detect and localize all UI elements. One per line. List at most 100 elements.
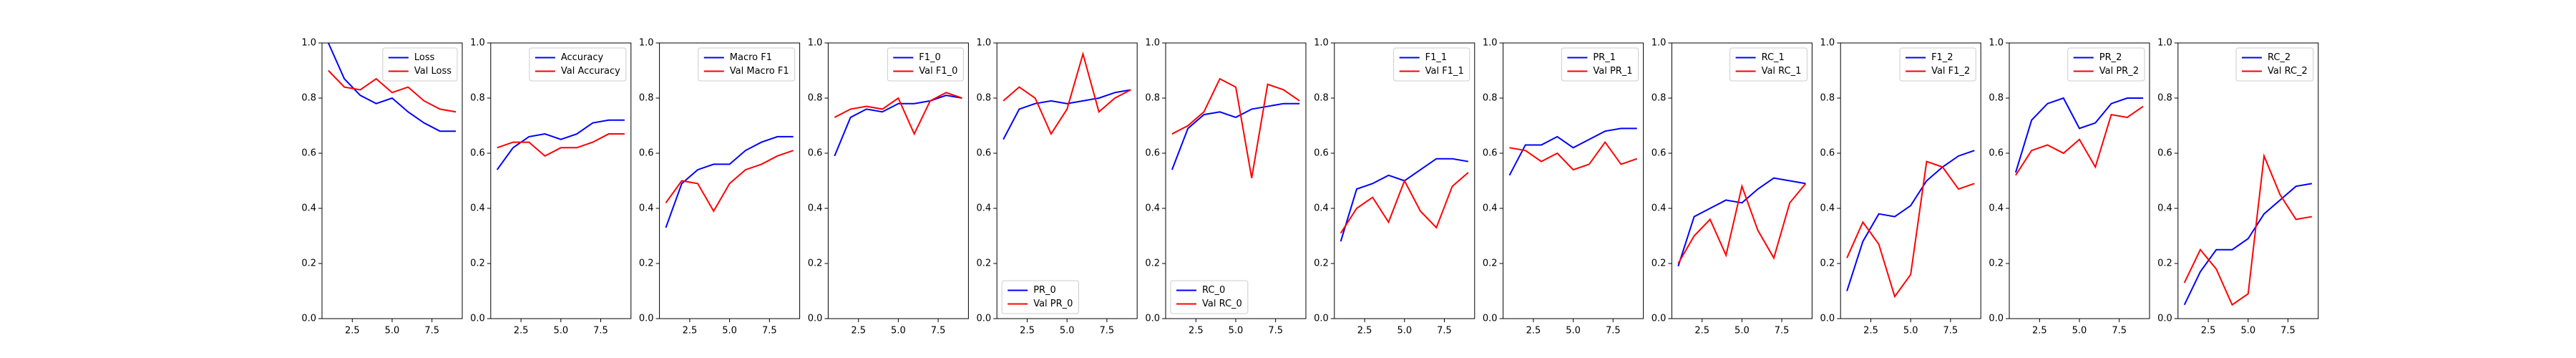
x-tick-label: 5.0	[1229, 326, 1244, 337]
y-tick-label: 1.0	[470, 38, 485, 49]
y-tick-label: 0.2	[1314, 258, 1329, 269]
legend: PR_1 Val PR_1	[1561, 47, 1639, 82]
y-tick-label: 0.2	[2157, 258, 2172, 269]
legend-label: Val Macro F1	[730, 66, 789, 77]
y-tick-label: 1.0	[1820, 38, 1835, 49]
subplot: 0.0 0.2 0.4 0.6 0.8 1.0 2.5 5.0 7.5 PR_1 Val PR_1	[1483, 38, 1644, 337]
y-tick-label: 0.4	[808, 203, 823, 214]
y-tick-label: 0.0	[301, 314, 316, 324]
legend-label: PR_2	[2099, 52, 2122, 63]
legend-box	[1393, 47, 1470, 82]
legend-label: Val PR_2	[2099, 66, 2139, 77]
legend-label: Val PR_0	[1033, 299, 1073, 309]
series-line	[1171, 77, 1300, 178]
x-tick-label: 5.0	[891, 326, 906, 337]
y-tick-label: 0.0	[2157, 314, 2172, 324]
x-tick-label: 2.5	[851, 326, 866, 337]
axes-frame	[1671, 42, 1813, 319]
y-tick-label: 0.8	[301, 93, 316, 104]
x-tick-label: 5.0	[1735, 326, 1750, 337]
legend-label: F1_0	[919, 52, 941, 63]
legend: RC_2 Val RC_2	[2235, 47, 2314, 82]
axes-frame	[490, 42, 632, 319]
x-tick-label: 7.5	[762, 326, 777, 337]
x-tick-label: 7.5	[593, 326, 608, 337]
legend-box	[1729, 47, 1807, 82]
axes-frame	[321, 42, 463, 319]
y-tick-label: 0.4	[470, 203, 485, 214]
subplot: 0.0 0.2 0.4 0.6 0.8 1.0 2.5 5.0 7.5 Accuracy Val A…	[470, 38, 632, 337]
y-tick-label: 0.6	[977, 148, 992, 159]
legend-label: Macro F1	[730, 52, 772, 63]
legend-label: PR_0	[1033, 285, 1056, 296]
y-tick-label: 0.4	[2157, 203, 2172, 214]
legend-box	[529, 47, 627, 82]
y-tick-label: 0.0	[470, 314, 485, 324]
legend: F1_1 Val F1_1	[1393, 47, 1470, 82]
y-tick-label: 0.6	[808, 148, 823, 159]
y-tick-label: 0.8	[1820, 93, 1835, 104]
y-tick-label: 0.4	[301, 203, 316, 214]
y-tick-label: 0.4	[977, 203, 992, 214]
series-line	[496, 119, 625, 170]
x-tick-label: 5.0	[1060, 326, 1075, 337]
y-tick-label: 1.0	[639, 38, 654, 49]
legend: F1_2 Val F1_2	[1899, 47, 1976, 82]
y-tick-label: 0.0	[1652, 314, 1667, 324]
legend: RC_1 Val RC_1	[1729, 47, 1807, 82]
legend-box	[2067, 47, 2145, 82]
series-line	[1508, 127, 1637, 176]
legend-label: Val F1_2	[1931, 66, 1970, 77]
x-tick-label: 7.5	[1268, 326, 1283, 337]
series-line	[1677, 177, 1806, 267]
legend-label: RC_0	[1202, 285, 1225, 296]
y-tick-label: 0.4	[1989, 203, 2004, 214]
y-tick-label: 0.8	[1145, 93, 1160, 104]
legend-box	[1001, 280, 1079, 314]
axes-frame	[2177, 42, 2319, 319]
x-tick-label: 5.0	[2072, 326, 2087, 337]
legend-label: Val PR_1	[1593, 66, 1632, 77]
y-tick-label: 0.6	[1314, 148, 1329, 159]
y-tick-label: 0.0	[1483, 314, 1498, 324]
x-tick-label: 7.5	[931, 326, 946, 337]
y-tick-label: 0.2	[1145, 258, 1160, 269]
legend-label: F1_1	[1425, 52, 1448, 63]
series-line	[497, 133, 625, 158]
axes-frame	[996, 42, 1138, 319]
y-tick-label: 0.2	[470, 258, 485, 269]
y-tick-label: 0.0	[1314, 314, 1329, 324]
axes-frame	[659, 42, 801, 319]
y-tick-label: 0.8	[1314, 93, 1329, 104]
y-tick-label: 0.4	[1145, 203, 1160, 214]
series-line	[2014, 97, 2144, 173]
series-line	[1677, 183, 1807, 264]
series-line	[1002, 89, 1131, 140]
y-tick-label: 0.2	[1652, 258, 1667, 269]
x-tick-label: 7.5	[1943, 326, 1958, 337]
subplot: 0.0 0.2 0.4 0.6 0.8 1.0 2.5 5.0 7.5 RC_1 Val RC_1	[1652, 38, 1813, 337]
x-tick-label: 7.5	[1100, 326, 1115, 337]
x-tick-label: 7.5	[2280, 326, 2296, 337]
y-tick-label: 1.0	[1483, 38, 1498, 49]
series-line	[834, 95, 962, 157]
x-tick-label: 2.5	[1357, 326, 1372, 337]
y-tick-label: 0.6	[470, 148, 485, 159]
x-tick-label: 7.5	[1437, 326, 1452, 337]
y-tick-label: 1.0	[977, 38, 992, 49]
legend-label: Val RC_1	[1762, 66, 1802, 77]
legend-label: F1_2	[1931, 52, 1953, 63]
y-tick-label: 0.0	[1820, 314, 1835, 324]
legend-box	[887, 47, 964, 82]
subplot: 0.0 0.2 0.4 0.6 0.8 1.0 2.5 5.0 7.5 F1_0 Val F1_0	[808, 38, 969, 337]
series-line	[665, 150, 794, 213]
x-tick-label: 2.5	[1526, 326, 1541, 337]
y-tick-label: 0.8	[808, 93, 823, 104]
y-tick-label: 0.8	[470, 93, 485, 104]
legend-box	[698, 47, 796, 82]
x-tick-label: 2.5	[1863, 326, 1878, 337]
y-tick-label: 0.8	[1652, 93, 1667, 104]
axes-frame	[827, 42, 969, 319]
x-tick-label: 5.0	[553, 326, 568, 337]
y-tick-label: 1.0	[1989, 38, 2004, 49]
